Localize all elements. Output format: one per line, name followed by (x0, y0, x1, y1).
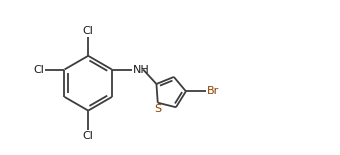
Text: Cl: Cl (83, 26, 94, 36)
Text: Cl: Cl (83, 131, 94, 141)
Text: S: S (154, 104, 161, 114)
Text: Br: Br (207, 86, 219, 96)
Text: Cl: Cl (33, 64, 44, 75)
Text: NH: NH (133, 64, 150, 75)
